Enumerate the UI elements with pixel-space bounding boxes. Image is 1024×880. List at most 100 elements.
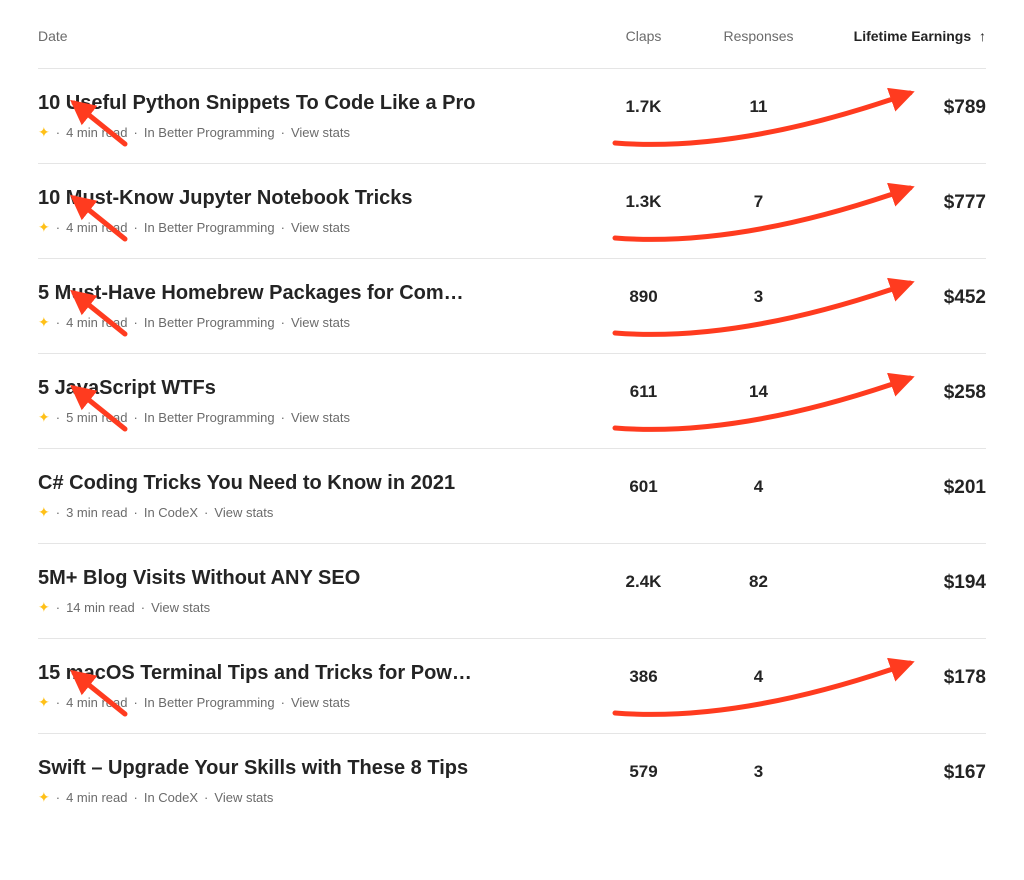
publication-link[interactable]: In CodeX	[144, 790, 198, 805]
article-title[interactable]: 10 Useful Python Snippets To Code Like a…	[38, 91, 478, 116]
article-cell: Swift – Upgrade Your Skills with These 8…	[38, 756, 586, 806]
article-cell: 15 macOS Terminal Tips and Tricks for Po…	[38, 661, 586, 711]
header-claps[interactable]: Claps	[586, 28, 701, 44]
claps-value: 890	[586, 281, 701, 307]
responses-value: 3	[701, 756, 816, 782]
responses-value: 14	[701, 376, 816, 402]
article-title[interactable]: 5 JavaScript WTFs	[38, 376, 478, 401]
article-cell: 10 Useful Python Snippets To Code Like a…	[38, 91, 586, 141]
separator-dot: ·	[204, 790, 208, 805]
earnings-value: $452	[816, 281, 986, 309]
view-stats-link[interactable]: View stats	[291, 220, 350, 235]
separator-dot: ·	[134, 505, 138, 520]
table-row: 5 Must-Have Homebrew Packages for Com… ✦ ·…	[38, 258, 986, 353]
responses-value: 4	[701, 471, 816, 497]
claps-value: 601	[586, 471, 701, 497]
publication-link[interactable]: In Better Programming	[144, 695, 275, 710]
header-earnings-label: Lifetime Earnings	[854, 28, 971, 44]
view-stats-link[interactable]: View stats	[214, 790, 273, 805]
article-title[interactable]: Swift – Upgrade Your Skills with These 8…	[38, 756, 478, 781]
claps-value: 1.3K	[586, 186, 701, 212]
separator-dot: ·	[134, 125, 138, 140]
separator-dot: ·	[56, 505, 60, 520]
members-only-star-icon: ✦	[38, 314, 50, 331]
separator-dot: ·	[56, 315, 60, 330]
publication-link[interactable]: In Better Programming	[144, 410, 275, 425]
claps-value: 611	[586, 376, 701, 402]
separator-dot: ·	[134, 410, 138, 425]
read-time: 3 min read	[66, 505, 127, 520]
claps-value: 1.7K	[586, 91, 701, 117]
earnings-value: $789	[816, 91, 986, 119]
responses-value: 11	[701, 91, 816, 117]
article-meta: ✦·5 min read·In Better Programming·View …	[38, 409, 586, 426]
publication-link[interactable]: In Better Programming	[144, 315, 275, 330]
publication-link[interactable]: In Better Programming	[144, 125, 275, 140]
table-body: 10 Useful Python Snippets To Code Like a…	[38, 68, 986, 828]
members-only-star-icon: ✦	[38, 694, 50, 711]
table-row: C# Coding Tricks You Need to Know in 202…	[38, 448, 986, 543]
header-date[interactable]: Date	[38, 28, 586, 44]
view-stats-link[interactable]: View stats	[291, 125, 350, 140]
separator-dot: ·	[134, 220, 138, 235]
article-meta: ✦ · 14 min read · View stats	[38, 599, 586, 616]
publication-link[interactable]: In CodeX	[144, 505, 198, 520]
view-stats-link[interactable]: View stats	[291, 315, 350, 330]
article-title[interactable]: C# Coding Tricks You Need to Know in 202…	[38, 471, 478, 496]
view-stats-link[interactable]: View stats	[291, 695, 350, 710]
read-time: 14 min read	[66, 600, 135, 615]
separator-dot: ·	[56, 790, 60, 805]
separator-dot: ·	[56, 220, 60, 235]
article-meta: ✦·4 min read·In Better Programming·View …	[38, 124, 586, 141]
article-meta: ✦·4 min read·In CodeX·View stats	[38, 789, 586, 806]
table-row: Swift – Upgrade Your Skills with These 8…	[38, 733, 986, 828]
table-row: 15 macOS Terminal Tips and Tricks for Po…	[38, 638, 986, 733]
earnings-value: $167	[816, 756, 986, 784]
separator-dot: ·	[281, 695, 285, 710]
article-cell: C# Coding Tricks You Need to Know in 202…	[38, 471, 586, 521]
separator-dot: ·	[134, 695, 138, 710]
earnings-value: $777	[816, 186, 986, 214]
separator-dot: ·	[204, 505, 208, 520]
sort-ascending-icon: ↑	[979, 28, 986, 44]
read-time: 4 min read	[66, 695, 127, 710]
members-only-star-icon: ✦	[38, 504, 50, 521]
separator-dot: ·	[281, 220, 285, 235]
publication-link[interactable]: In Better Programming	[144, 220, 275, 235]
separator-dot: ·	[56, 125, 60, 140]
article-title[interactable]: 5 Must-Have Homebrew Packages for Com…	[38, 281, 478, 306]
article-meta: ✦ · 4 min read · In Better Programming · View …	[38, 694, 586, 711]
article-cell: 10 Must-Know Jupyter Notebook Tricks✦·4 …	[38, 186, 586, 236]
members-only-star-icon: ✦	[38, 599, 50, 616]
responses-value: 3	[701, 281, 816, 307]
separator-dot: ·	[281, 410, 285, 425]
article-title[interactable]: 5M+ Blog Visits Without ANY SEO	[38, 566, 478, 591]
earnings-value: $258	[816, 376, 986, 404]
read-time: 4 min read	[66, 790, 127, 805]
members-only-star-icon: ✦	[38, 409, 50, 426]
article-meta: ✦·4 min read·In Better Programming·View …	[38, 219, 586, 236]
article-title[interactable]: 15 macOS Terminal Tips and Tricks for Po…	[38, 661, 478, 686]
claps-value: 2.4K	[586, 566, 701, 592]
separator-dot: ·	[56, 695, 60, 710]
article-title[interactable]: 10 Must-Know Jupyter Notebook Tricks	[38, 186, 478, 211]
header-responses[interactable]: Responses	[701, 28, 816, 44]
earnings-value: $194	[816, 566, 986, 594]
responses-value: 82	[701, 566, 816, 592]
separator-dot: ·	[281, 315, 285, 330]
header-earnings[interactable]: Lifetime Earnings ↑	[816, 28, 986, 44]
claps-value: 386	[586, 661, 701, 687]
view-stats-link[interactable]: View stats	[214, 505, 273, 520]
view-stats-link[interactable]: View stats	[151, 600, 210, 615]
table-row: 5 JavaScript WTFs✦·5 min read·In Better …	[38, 353, 986, 448]
members-only-star-icon: ✦	[38, 124, 50, 141]
separator-dot: ·	[141, 600, 145, 615]
article-cell: 5 JavaScript WTFs✦·5 min read·In Better …	[38, 376, 586, 426]
separator-dot: ·	[56, 600, 60, 615]
article-cell: 5M+ Blog Visits Without ANY SEO ✦ · 14 min …	[38, 566, 586, 616]
article-meta: ✦·4 min read·In Better Programming·View …	[38, 314, 586, 331]
responses-value: 4	[701, 661, 816, 687]
view-stats-link[interactable]: View stats	[291, 410, 350, 425]
members-only-star-icon: ✦	[38, 219, 50, 236]
earnings-value: $201	[816, 471, 986, 499]
